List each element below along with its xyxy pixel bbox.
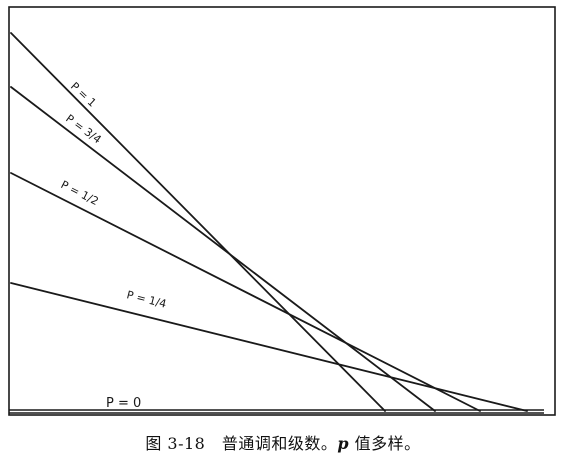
line-p34 xyxy=(10,86,436,412)
figure-caption: 图 3-18 普通调和级数。p 值多样。 xyxy=(0,430,566,454)
line-p12 xyxy=(10,172,481,412)
harmonic-series-diagram: P = 1 P = 3/4 P = 1/2 P = 1/4 P = 0 xyxy=(8,6,556,416)
label-p34: P = 3/4 xyxy=(63,112,103,146)
line-p14 xyxy=(10,282,528,412)
line-p1 xyxy=(10,32,386,412)
label-p14: P = 1/4 xyxy=(125,288,167,310)
caption-suffix: 值多样。 xyxy=(349,434,421,453)
label-p12: P = 1/2 xyxy=(59,178,101,208)
caption-p-symbol: p xyxy=(337,434,350,453)
diagram-frame xyxy=(8,6,556,416)
caption-prefix: 图 3-18 普通调和级数。 xyxy=(145,434,338,453)
label-p0: P = 0 xyxy=(106,396,141,411)
